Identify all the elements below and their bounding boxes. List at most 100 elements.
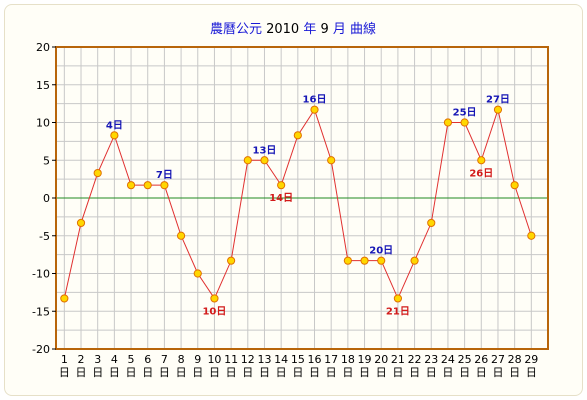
x-tick-label: 27 xyxy=(491,353,505,366)
data-point xyxy=(328,157,335,164)
data-point xyxy=(478,157,485,164)
x-tick-suffix: 日 xyxy=(459,366,470,379)
x-tick-suffix: 日 xyxy=(359,366,370,379)
data-point xyxy=(378,257,385,264)
peak-label: 16日 xyxy=(303,94,327,106)
y-tick-label: 15 xyxy=(36,79,50,92)
x-tick-suffix: 日 xyxy=(292,366,303,379)
data-point xyxy=(411,257,418,264)
x-tick-suffix: 日 xyxy=(526,366,537,379)
x-tick-label: 18 xyxy=(341,353,355,366)
peak-label: 7日 xyxy=(156,169,173,181)
x-tick-suffix: 日 xyxy=(126,366,137,379)
x-tick-label: 22 xyxy=(408,353,422,366)
data-point xyxy=(77,219,84,226)
x-tick-suffix: 日 xyxy=(326,366,337,379)
data-point xyxy=(361,257,368,264)
y-tick-label: 0 xyxy=(43,192,50,205)
chart-title-part: 月 曲線 xyxy=(329,21,376,37)
x-tick-label: 12 xyxy=(241,353,255,366)
chart-title: 農曆公元 2010 年 9 月 曲線 xyxy=(210,21,376,37)
x-tick-suffix: 日 xyxy=(376,366,387,379)
y-tick-label: -20 xyxy=(32,343,50,356)
data-point xyxy=(161,182,168,189)
x-tick-label: 11 xyxy=(224,353,238,366)
x-tick-label: 13 xyxy=(257,353,271,366)
x-tick-label: 24 xyxy=(441,353,455,366)
x-tick-suffix: 日 xyxy=(492,366,503,379)
x-tick-suffix: 日 xyxy=(92,366,103,379)
trough-label: 14日 xyxy=(269,192,293,204)
data-point xyxy=(144,182,151,189)
plot-area: 20151050-5-10-15-201日2日3日4日5日6日7日8日9日10日… xyxy=(32,41,548,379)
y-tick-label: -10 xyxy=(32,268,50,281)
chart-title-part: 農曆公元 xyxy=(210,22,262,37)
x-tick-suffix: 日 xyxy=(442,366,453,379)
x-tick-suffix: 日 xyxy=(76,366,87,379)
x-tick-label: 14 xyxy=(274,353,288,366)
trough-label: 26日 xyxy=(469,167,493,179)
x-tick-suffix: 日 xyxy=(342,366,353,379)
data-point xyxy=(311,106,318,113)
x-tick-suffix: 日 xyxy=(392,366,403,379)
x-tick-label: 23 xyxy=(424,353,438,366)
x-tick-label: 19 xyxy=(358,353,372,366)
data-point xyxy=(194,270,201,277)
peak-label: 13日 xyxy=(253,144,277,156)
x-tick-suffix: 日 xyxy=(209,366,220,379)
x-tick-suffix: 日 xyxy=(176,366,187,379)
data-point xyxy=(244,157,251,164)
x-tick-label: 20 xyxy=(374,353,388,366)
data-point xyxy=(228,257,235,264)
y-tick-label: -15 xyxy=(32,305,50,318)
peak-label: 25日 xyxy=(453,107,477,119)
x-tick-suffix: 日 xyxy=(409,366,420,379)
data-point xyxy=(428,219,435,226)
data-point xyxy=(211,295,218,302)
data-point xyxy=(511,182,518,189)
x-tick-label: 2 xyxy=(78,353,85,366)
data-point xyxy=(278,182,285,189)
x-tick-label: 4 xyxy=(111,353,118,366)
x-tick-suffix: 日 xyxy=(242,366,253,379)
chart-title-part: 9 xyxy=(316,22,328,37)
y-tick-label: 20 xyxy=(36,41,50,54)
x-tick-suffix: 日 xyxy=(59,366,70,379)
data-point xyxy=(127,182,134,189)
data-point xyxy=(94,169,101,176)
x-tick-label: 15 xyxy=(291,353,305,366)
data-point xyxy=(111,132,118,139)
x-tick-label: 8 xyxy=(178,353,185,366)
x-tick-label: 17 xyxy=(324,353,338,366)
x-tick-label: 6 xyxy=(144,353,151,366)
data-point xyxy=(261,157,268,164)
x-tick-label: 28 xyxy=(508,353,522,366)
x-tick-suffix: 日 xyxy=(159,366,170,379)
x-tick-suffix: 日 xyxy=(476,366,487,379)
x-tick-suffix: 日 xyxy=(276,366,287,379)
y-tick-label: -5 xyxy=(39,230,50,243)
data-point xyxy=(494,106,501,113)
x-tick-suffix: 日 xyxy=(509,366,520,379)
data-point xyxy=(528,232,535,239)
x-tick-label: 21 xyxy=(391,353,405,366)
x-tick-label: 9 xyxy=(194,353,201,366)
x-tick-label: 10 xyxy=(207,353,221,366)
x-tick-label: 3 xyxy=(94,353,101,366)
y-tick-label: 10 xyxy=(36,117,50,130)
x-tick-label: 26 xyxy=(474,353,488,366)
x-tick-label: 16 xyxy=(308,353,322,366)
peak-label: 27日 xyxy=(486,94,510,106)
x-tick-label: 5 xyxy=(128,353,135,366)
data-point xyxy=(444,119,451,126)
trough-label: 10日 xyxy=(202,305,226,317)
x-tick-suffix: 日 xyxy=(192,366,203,379)
x-tick-suffix: 日 xyxy=(109,366,120,379)
x-tick-label: 7 xyxy=(161,353,168,366)
data-point xyxy=(294,132,301,139)
trough-label: 21日 xyxy=(386,305,410,317)
chart-title-part: 2010 xyxy=(262,22,299,37)
x-tick-suffix: 日 xyxy=(426,366,437,379)
peak-label: 4日 xyxy=(106,119,123,131)
